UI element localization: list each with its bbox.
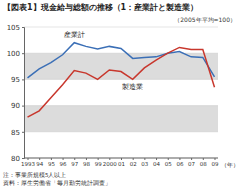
grid-line	[24, 105, 218, 106]
x-tick-label: 09	[211, 161, 218, 167]
x-tick: 02	[130, 158, 137, 167]
note: 注：事業所規模5人以上	[3, 171, 67, 178]
x-tick: 96	[60, 158, 67, 167]
x-tick-label: 96	[60, 161, 67, 167]
x-tick-label: 98	[83, 161, 90, 167]
x-tick: 94	[36, 158, 43, 167]
x-tick: 99	[95, 158, 102, 167]
x-axis-line	[24, 158, 218, 159]
grid-line	[24, 79, 218, 80]
y-tick: 90	[11, 102, 24, 110]
x-tick: 95	[48, 158, 55, 167]
x-tick: 09	[211, 158, 218, 167]
x-tick-label: 2000	[103, 161, 117, 167]
lines	[28, 43, 215, 117]
series-label: 製造業	[122, 83, 143, 91]
x-tick: 08	[200, 158, 207, 167]
x-tick-label: 04	[153, 161, 160, 167]
y-tick-label: 100	[7, 50, 20, 58]
series-line	[28, 47, 215, 117]
x-tick: 07	[188, 158, 195, 167]
grid-line	[24, 53, 218, 54]
x-tick-label: 94	[36, 161, 43, 167]
y-axis-line	[22, 28, 25, 159]
title: 【図表1】現金給与総額の推移（1：産業計と製造業）	[3, 2, 198, 12]
x-tick: 97	[71, 158, 78, 167]
grid-line	[24, 158, 218, 159]
y-tick-mark	[22, 158, 24, 159]
y-tick: 105	[7, 24, 24, 32]
y-tick-mark	[22, 53, 24, 54]
y-axis: 80 85 90 95 100 105	[7, 24, 25, 163]
y-tick: 95	[11, 76, 24, 84]
grid-line	[24, 27, 218, 28]
y-tick-mark	[22, 106, 24, 107]
x-tick-label: 95	[48, 161, 55, 167]
grid	[24, 27, 218, 158]
y-tick-label: 80	[11, 155, 20, 163]
y-tick: 85	[11, 129, 24, 137]
x-tick: 98	[83, 158, 90, 167]
x-axis-title: （年）	[221, 162, 239, 169]
chart: 【図表1】現金給与総額の推移（1：産業計と製造業） （2005年平均=100） 80…	[0, 0, 240, 190]
x-tick: 2000	[103, 158, 117, 167]
x-tick-label: 1993	[21, 161, 35, 167]
x-axis: 199394 95 96 97 98 99200001 02 03 04 05 06 07 08 09	[21, 158, 219, 167]
x-tick-label: 06	[176, 161, 183, 167]
y-tick-mark	[22, 132, 24, 133]
x-tick: 01	[118, 158, 125, 167]
subtitle: （2005年平均=100）	[174, 16, 236, 24]
x-tick-label: 01	[118, 161, 125, 167]
grid-band	[24, 106, 218, 132]
x-tick: 1993	[21, 158, 35, 167]
x-tick: 05	[165, 158, 172, 167]
x-tick-label: 05	[165, 161, 172, 167]
x-tick: 06	[176, 158, 183, 167]
x-tick-label: 99	[95, 161, 102, 167]
y-tick-label: 90	[11, 102, 20, 110]
x-tick: 03	[141, 158, 148, 167]
y-tick-mark	[22, 79, 24, 80]
x-tick-label: 07	[188, 161, 195, 167]
y-tick-label: 95	[11, 76, 20, 84]
x-tick-label: 02	[130, 161, 137, 167]
y-tick-label: 85	[11, 129, 20, 137]
x-tick-label: 03	[141, 161, 148, 167]
x-tick-label: 08	[200, 161, 207, 167]
y-tick: 100	[7, 50, 24, 58]
y-tick-mark	[22, 27, 24, 28]
note: 資料：厚生労働省「毎月勤労統計調査」	[3, 179, 111, 187]
x-tick-label: 97	[71, 161, 78, 167]
grid-line	[24, 131, 218, 132]
x-tick: 04	[153, 158, 160, 167]
series-label: 産業計	[64, 31, 85, 39]
y-tick-label: 105	[7, 24, 20, 32]
grid-band	[24, 53, 218, 79]
